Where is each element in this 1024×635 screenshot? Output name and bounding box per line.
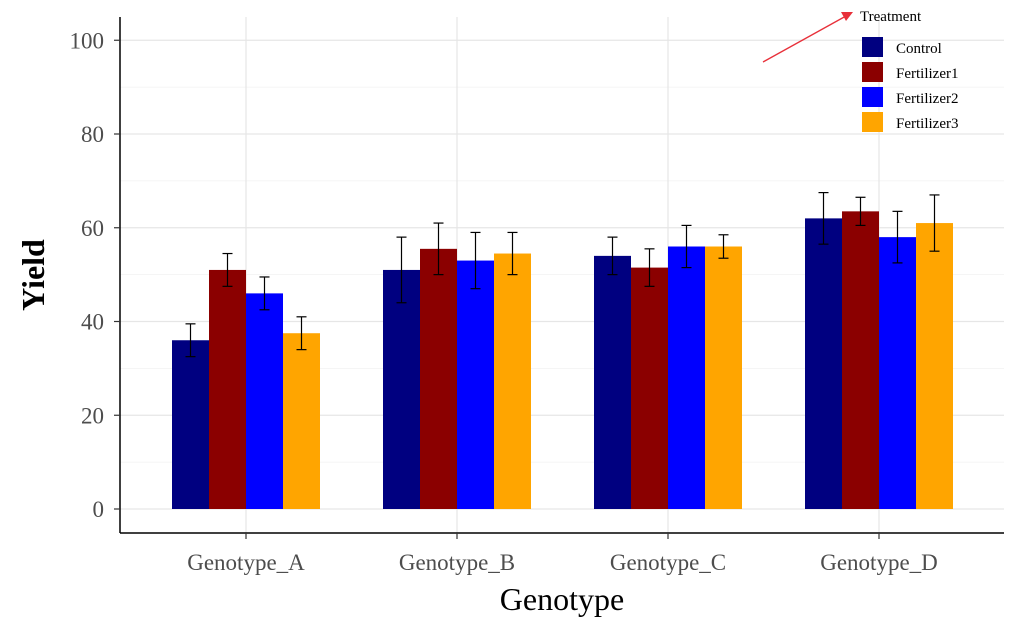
legend-swatch bbox=[862, 62, 883, 82]
y-axis-title: Yield bbox=[15, 239, 51, 311]
bar bbox=[420, 248, 457, 509]
y-tick-label: 20 bbox=[81, 403, 104, 428]
x-tick-label: Genotype_A bbox=[187, 550, 305, 575]
bar bbox=[283, 333, 320, 509]
bar bbox=[916, 223, 953, 509]
bar bbox=[842, 211, 879, 509]
annotation-arrow bbox=[762, 12, 853, 63]
x-tick-label: Genotype_B bbox=[399, 550, 515, 575]
bar bbox=[494, 253, 531, 509]
bar bbox=[705, 246, 742, 509]
x-ticks: Genotype_A Genotype_B Genotype_C Genotype_D bbox=[187, 533, 938, 575]
bar bbox=[668, 246, 705, 509]
bar bbox=[805, 218, 842, 509]
legend-swatch bbox=[862, 87, 883, 107]
y-tick-label: 60 bbox=[81, 216, 104, 241]
y-tick-label: 0 bbox=[93, 497, 105, 522]
legend-label: Fertilizer2 bbox=[896, 91, 958, 107]
bar bbox=[209, 269, 246, 509]
x-tick-label: Genotype_C bbox=[610, 550, 726, 575]
error-bars bbox=[185, 191, 940, 358]
bar bbox=[457, 260, 494, 509]
bar bbox=[172, 340, 209, 509]
x-tick-label: Genotype_D bbox=[820, 550, 938, 575]
bar bbox=[879, 237, 916, 509]
y-tick-label: 80 bbox=[81, 122, 104, 147]
y-tick-label: 40 bbox=[81, 310, 104, 335]
bar bbox=[383, 269, 420, 509]
legend-label: Fertilizer3 bbox=[896, 116, 958, 132]
legend: Treatment Control Fertilizer1 Fertilizer2 F… bbox=[860, 9, 958, 132]
legend-swatch bbox=[862, 112, 883, 132]
bar bbox=[594, 255, 631, 509]
x-axis-title: Genotype bbox=[500, 581, 624, 617]
bars bbox=[172, 211, 953, 509]
bar bbox=[631, 267, 668, 509]
legend-label: Fertilizer1 bbox=[896, 66, 958, 82]
arrow-head bbox=[841, 12, 853, 21]
legend-title: Treatment bbox=[860, 9, 922, 25]
legend-swatch bbox=[862, 37, 883, 57]
legend-items: Control Fertilizer1 Fertilizer2 Fertilizer3 bbox=[862, 37, 958, 132]
arrow-line bbox=[762, 15, 847, 63]
axes bbox=[119, 17, 1004, 534]
bar bbox=[246, 293, 283, 509]
y-tick-label: 100 bbox=[70, 28, 105, 53]
legend-label: Control bbox=[896, 41, 942, 57]
y-ticks: 0 20 40 60 80 100 bbox=[70, 28, 120, 522]
